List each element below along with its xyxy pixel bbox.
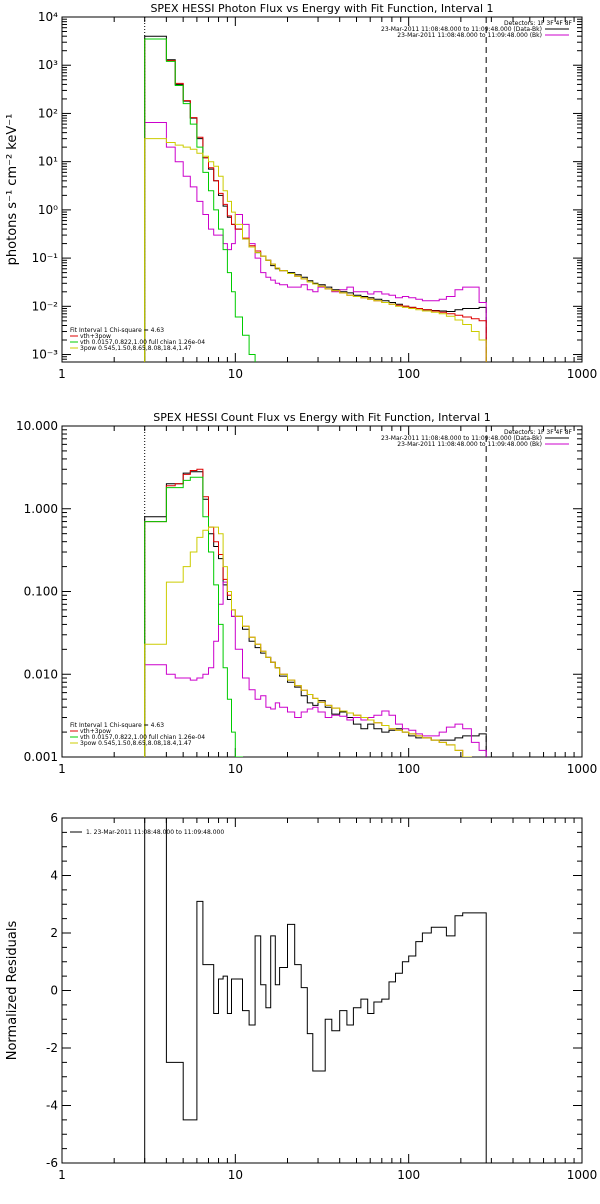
series-line-vth xyxy=(144,38,262,362)
panel-1: SPEX HESSI Photon Flux vs Energy with Fi… xyxy=(5,2,597,381)
series-line-vth-3pow xyxy=(144,38,487,362)
y-tick-label: 0.001 xyxy=(24,750,58,764)
x-tick-label: 10 xyxy=(228,367,243,381)
x-tick-label: 1 xyxy=(58,762,66,776)
legend-top-text: 23-Mar-2011 11:08:48.000 to 11:09:48.000… xyxy=(397,32,542,39)
legend-top-text: 23-Mar-2011 11:08:48.000 to 11:09:48.000… xyxy=(397,441,542,448)
chart-title: SPEX HESSI Photon Flux vs Energy with Fi… xyxy=(150,2,493,15)
y-tick-label: -6 xyxy=(46,1156,58,1170)
chart-title: SPEX HESSI Count Flux vs Energy with Fit… xyxy=(153,411,490,424)
legend-top-text: Detectors: 1F 3F 4F 8F xyxy=(504,429,573,436)
y-tick-label: -4 xyxy=(46,1099,58,1113)
series-line-3pow xyxy=(144,138,487,362)
series-group xyxy=(144,35,487,362)
series-line-vth-3pow xyxy=(144,468,487,757)
legend-bottom-text: Fit Interval 1 Chi-square = 4.63 xyxy=(70,722,164,729)
panel-2: SPEX HESSI Count Flux vs Energy with Fit… xyxy=(16,411,598,776)
y-tick-label: 0 xyxy=(50,984,58,998)
legend-top-text: Detectors: 1F 3F 4F 8F xyxy=(504,20,573,27)
y-tick-label: 4 xyxy=(50,869,58,883)
x-tick-label: 100 xyxy=(397,762,420,776)
y-tick-label: 2 xyxy=(50,926,58,940)
x-tick-label: 1 xyxy=(58,1168,66,1182)
series-line-data-bk xyxy=(144,35,487,362)
legend-bottom-text: Fit Interval 1 Chi-square = 4.63 xyxy=(70,327,164,334)
y-tick-label: 10³ xyxy=(38,58,58,72)
y-tick-label: 10⁻¹ xyxy=(32,251,59,265)
y-tick-label: 10⁻³ xyxy=(32,348,59,362)
y-axis-label: Normalized Residuals xyxy=(5,921,20,1061)
legend-top-text: 23-Mar-2011 11:08:48.000 to 11:09:48.000… xyxy=(381,435,542,442)
y-axis-label: photons s⁻¹ cm⁻² keV⁻¹ xyxy=(5,114,20,266)
y-tick-label: 0.010 xyxy=(24,667,58,681)
x-tick-label: 100 xyxy=(397,1168,420,1182)
x-tick-label: 1000 xyxy=(567,1168,598,1182)
y-tick-label: 6 xyxy=(50,811,58,825)
x-tick-label: 10 xyxy=(228,1168,243,1182)
plot-frame xyxy=(61,425,583,758)
legend-bottom-text: vth+3pow xyxy=(80,728,111,735)
y-tick-label: 0.100 xyxy=(24,585,58,599)
legend-bottom-text: 3pow 0.545,1.50,8.65,8.08,18.4,1.47 xyxy=(80,345,192,352)
series-group xyxy=(144,818,487,1163)
y-tick-label: 10⁰ xyxy=(38,203,58,217)
plot-frame xyxy=(61,16,583,363)
y-tick-label: 10⁴ xyxy=(38,10,58,24)
y-tick-label: 10.000 xyxy=(16,419,58,433)
y-tick-label: -2 xyxy=(46,1041,58,1055)
plot-frame xyxy=(61,817,583,1164)
y-tick-label: 10⁻² xyxy=(32,299,59,313)
y-tick-label: 10¹ xyxy=(38,155,58,169)
panel-3: 1 10 100 1000 -6 -4 -2 0 2 4 6 Normalized Residuals… xyxy=(5,811,597,1182)
legend-bottom-text: 3pow 0.545,1.50,8.65,8.08,18.4,1.47 xyxy=(80,740,192,747)
legend-bottom-text: vth 0.0157,0.822,1.00 full chian 1.26e-0… xyxy=(80,339,205,346)
y-tick-label: 1.000 xyxy=(24,502,58,516)
x-tick-label: 1 xyxy=(58,367,66,381)
series-group xyxy=(144,468,487,757)
x-tick-label: 1000 xyxy=(567,367,598,381)
series-line-bk xyxy=(144,122,487,362)
legend-top-text: 23-Mar-2011 11:08:48.000 to 11:09:48.000… xyxy=(381,26,542,33)
legend-top-left-text: 1. 23-Mar-2011 11:08:48.000 to 11:09:48.… xyxy=(86,829,224,836)
x-tick-label: 100 xyxy=(397,367,420,381)
series-line-3pow xyxy=(144,526,487,757)
series-line-vth xyxy=(144,476,250,757)
y-tick-label: 10² xyxy=(38,106,58,120)
series-line-bk xyxy=(144,581,487,757)
x-tick-label: 10 xyxy=(228,762,243,776)
series-line-1-23-mar-2011-11-08-48-000-to-11-09-48-000 xyxy=(144,818,487,1163)
legend-bottom-text: vth 0.0157,0.822,1.00 full chian 1.26e-0… xyxy=(80,734,205,741)
x-tick-label: 1000 xyxy=(567,762,598,776)
legend-bottom-text: vth+3pow xyxy=(80,333,111,340)
series-line-data-bk xyxy=(144,471,487,757)
